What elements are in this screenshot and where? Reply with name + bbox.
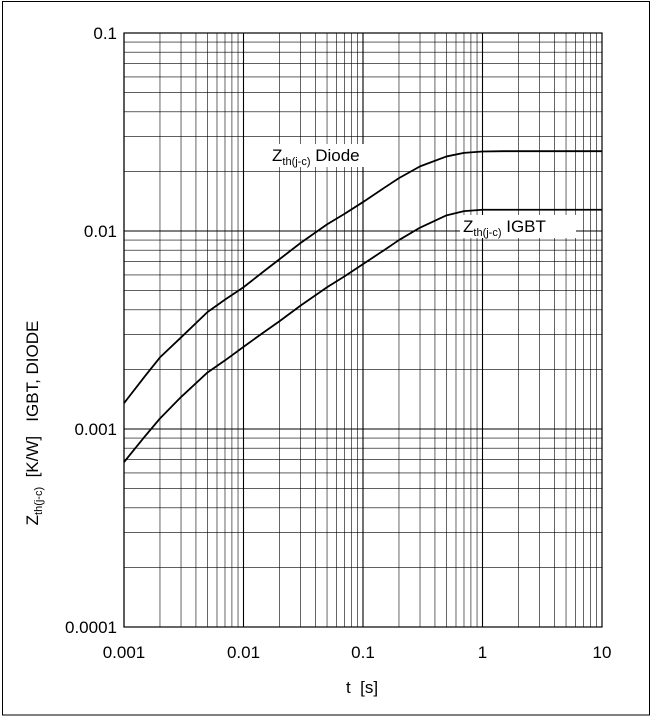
series-label-igbt: Zth(j-c) IGBT — [463, 217, 546, 239]
series-labels: Zth(j-c) Diode Zth(j-c) IGBT — [269, 144, 576, 239]
series-label-diode-background — [269, 144, 391, 167]
y-tick-label: 0.01 — [84, 222, 117, 241]
x-tick-labels: 0.001 0.01 0.1 1 10 — [103, 643, 612, 662]
x-tick-label: 0.001 — [103, 643, 146, 662]
x-tick-label: 0.01 — [227, 643, 260, 662]
series-label-igbt-background — [460, 215, 576, 238]
x-axis-label: t [s] — [346, 678, 378, 697]
curves — [123, 150, 602, 463]
x-tick-label: 1 — [478, 643, 487, 662]
series-label-diode: Zth(j-c) Diode — [272, 146, 360, 168]
y-axis-label-sub: th(j-c) — [33, 487, 45, 515]
x-tick-label: 0.1 — [351, 643, 375, 662]
series-line-igbt — [123, 208, 602, 463]
y-tick-label: 0.1 — [93, 24, 117, 43]
series-line-diode — [123, 150, 602, 404]
y-axis-label-base: Z — [23, 515, 42, 525]
y-tick-label: 0.001 — [74, 420, 117, 439]
y-tick-labels: 0.0001 0.001 0.01 0.1 — [65, 24, 117, 637]
y-axis-label: Zth(j-c) [K/W] IGBT, DIODE — [23, 321, 45, 526]
minor-grid — [124, 33, 602, 627]
plot-area — [123, 32, 603, 628]
y-tick-label: 0.0001 — [65, 618, 117, 637]
x-tick-label: 10 — [593, 643, 612, 662]
y-axis-label-rest: [K/W] IGBT, DIODE — [23, 321, 42, 487]
